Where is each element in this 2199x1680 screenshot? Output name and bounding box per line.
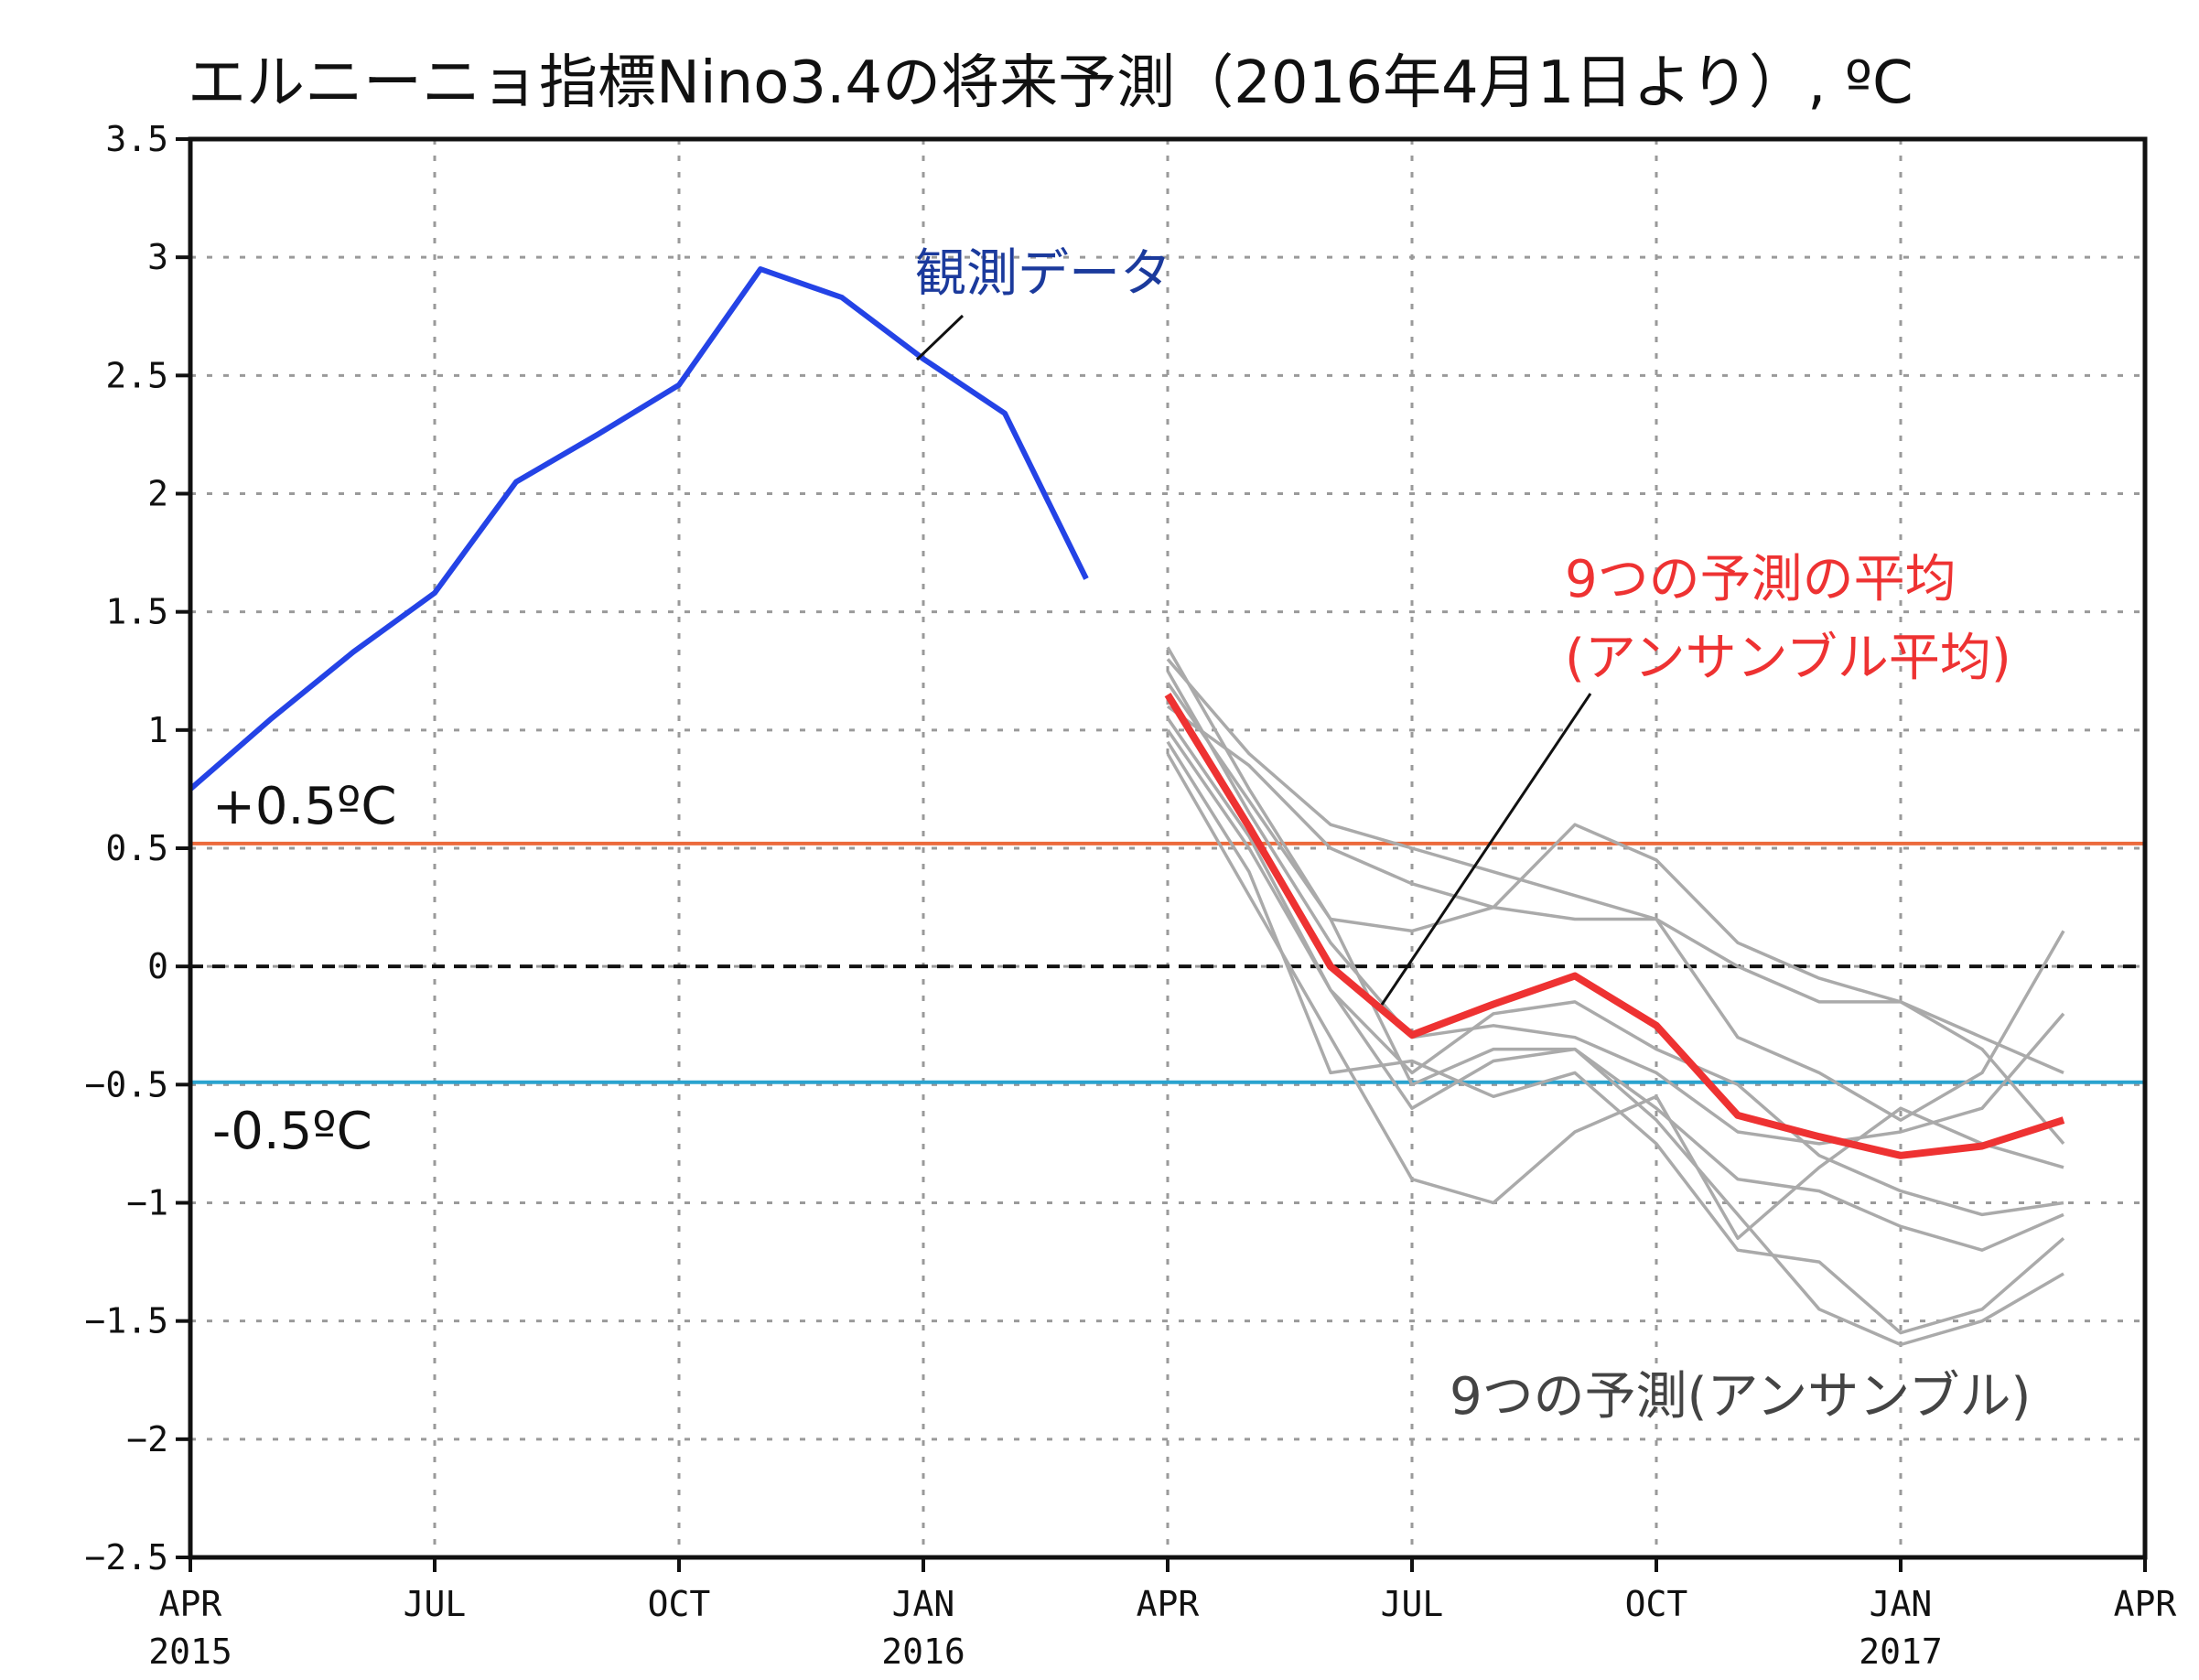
grid: [190, 139, 2145, 1557]
chart-title: エルニーニョ指標Nino3.4の将来予測（2016年4月1日より）, ºC: [188, 49, 1913, 117]
ensemble-member-line: [1166, 670, 2065, 1146]
ensemble-member-line: [1166, 658, 2065, 1146]
xtick-month-label: OCT: [648, 1584, 711, 1624]
plus-half-label: +0.5ºC: [212, 777, 396, 836]
ytick-label: 2.5: [105, 355, 168, 395]
ytick-label: −1.5: [84, 1301, 168, 1341]
ytick-label: 0: [147, 946, 168, 986]
observed-path: [189, 266, 1089, 792]
xtick-year-label: 2017: [1859, 1632, 1943, 1672]
xtick-year-label: 2016: [881, 1632, 965, 1672]
ensemble-member-line: [1166, 705, 2065, 1122]
ytick-label: −2: [126, 1419, 168, 1459]
minus-half-label: -0.5ºC: [212, 1102, 372, 1161]
ensemble-mean-path: [1164, 693, 2065, 1159]
xtick-month-label: APR: [159, 1584, 222, 1624]
ensemble-label: 9つの予測(アンサンブル): [1450, 1367, 2031, 1427]
ytick-label: 0.5: [105, 828, 168, 868]
ytick-label: −0.5: [84, 1064, 168, 1104]
xtick-month-label: APR: [2114, 1584, 2177, 1624]
ytick-label: 2: [147, 474, 168, 514]
mean-label-line2: (アンサンブル平均): [1565, 629, 2011, 688]
ytick-label: 3.5: [105, 119, 168, 159]
observed-line: [189, 266, 1089, 792]
observed-leader-line: [915, 314, 965, 361]
ytick-label: 3: [147, 237, 168, 277]
ensemble-mean-line: [1164, 693, 2065, 1159]
ytick-label: 1: [147, 710, 168, 750]
annotations: +0.5ºC -0.5ºC 観測データ 9つの予測の平均 (アンサンブル平均) 9つの予測…: [212, 244, 2031, 1427]
observed-label: 観測データ: [915, 244, 1171, 304]
xtick-month-label: JUL: [1381, 1584, 1444, 1624]
ensemble-member-line: [1166, 752, 2064, 1241]
axis-ticks: 3.5 3 2.5 2 1.5 1 0.5 0 −0.5 −1 −1.5 −2 −2.5 APR 2015 J…: [84, 119, 2176, 1672]
xtick-month-label: JAN: [1870, 1584, 1933, 1624]
xtick-month-label: JAN: [892, 1584, 955, 1624]
xtick-year-label: 2015: [148, 1632, 232, 1672]
mean-leader-line: [1380, 693, 1592, 1006]
ytick-label: −1: [126, 1183, 168, 1223]
ensemble-member-line: [1166, 740, 2065, 1335]
ensemble-lines: [1166, 646, 2065, 1347]
ytick-label: −2.5: [84, 1537, 168, 1578]
xtick-month-label: OCT: [1625, 1584, 1688, 1624]
ensemble-member-line: [1166, 728, 2064, 1252]
ytick-label: 1.5: [105, 592, 168, 632]
mean-label-line1: 9つの予測の平均: [1565, 550, 1956, 609]
ensemble-member-line: [1166, 682, 2064, 1075]
xtick-month-label: APR: [1137, 1584, 1200, 1624]
xtick-month-label: JUL: [404, 1584, 467, 1624]
ensemble-member-line: [1166, 646, 2064, 1347]
reference-lines: [190, 841, 2145, 1084]
